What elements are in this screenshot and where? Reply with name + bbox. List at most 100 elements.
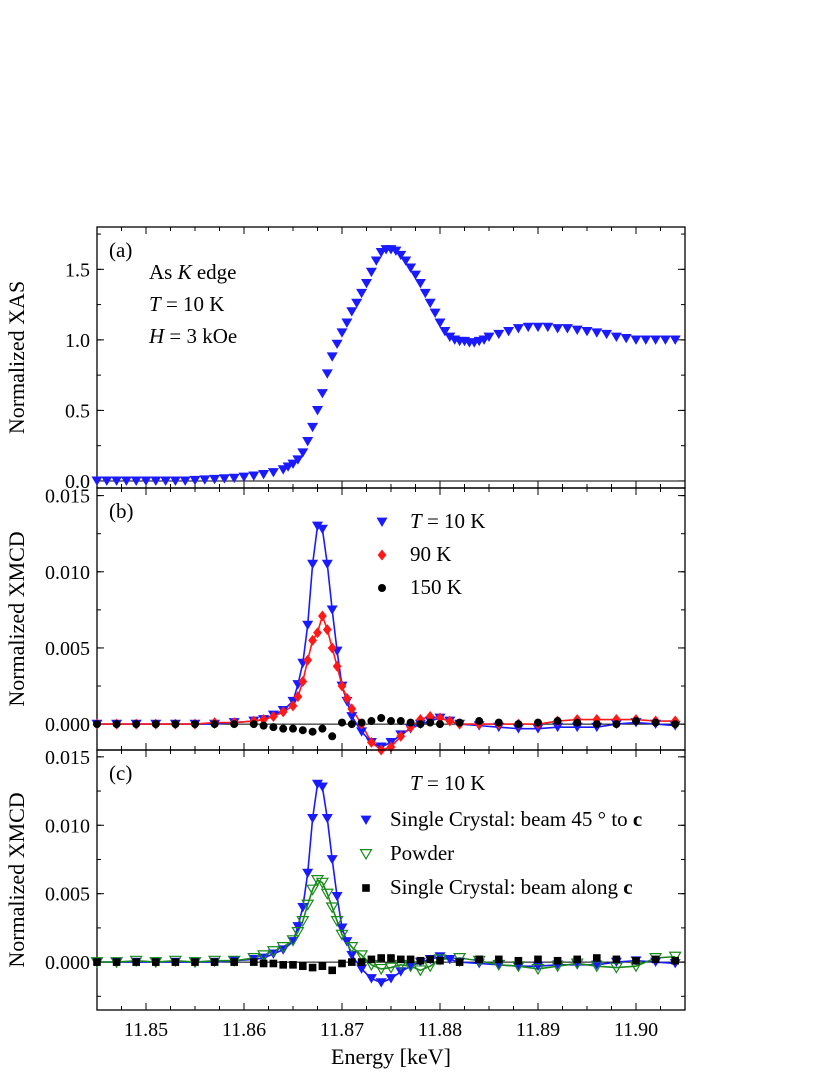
data-point (357, 718, 366, 727)
annotation-edge: As K edge (149, 260, 237, 284)
data-point (386, 741, 396, 753)
data-point (410, 270, 421, 280)
data-point (298, 675, 308, 687)
data-point (312, 779, 323, 790)
data-point (179, 476, 191, 486)
data-point (312, 521, 323, 532)
data-point (406, 718, 415, 727)
data-point (130, 476, 142, 486)
data-point (316, 782, 328, 792)
data-point (328, 966, 336, 975)
data-point (632, 956, 640, 965)
legend-text-part: 90 K (410, 542, 451, 566)
data-point (326, 352, 338, 362)
data-point (306, 884, 320, 896)
data-point (374, 963, 388, 976)
series-2 (93, 714, 680, 741)
data-point (347, 703, 357, 715)
data-point (439, 327, 451, 337)
legend-label: 150 K (410, 575, 462, 599)
data-point (357, 958, 366, 966)
data-point (591, 328, 603, 338)
data-point (308, 727, 317, 736)
panel-b: 0.000 0.005 0.010 0.015 Normalized XMCD (b) T … (4, 486, 686, 756)
data-point (331, 892, 343, 902)
data-point (93, 958, 101, 966)
data-point (612, 720, 621, 729)
data-point (365, 267, 377, 278)
data-point (171, 958, 180, 966)
annotation-text: K (177, 260, 193, 284)
data-point (651, 718, 660, 727)
data-point (534, 955, 542, 964)
data-point (101, 476, 113, 486)
data-point (632, 717, 640, 726)
data-point (320, 888, 334, 900)
y-tick-label: 0.015 (45, 747, 90, 769)
annotation-text: T (149, 292, 162, 316)
data-point (228, 473, 240, 484)
data-point (297, 448, 309, 458)
y-axis-title: Normalized XMCD (4, 792, 29, 967)
data-point (151, 720, 160, 729)
data-point (209, 474, 221, 485)
data-point (426, 718, 435, 727)
data-point (592, 720, 601, 729)
data-point (269, 959, 278, 968)
legend-marker (362, 884, 370, 892)
data-point (495, 955, 503, 964)
data-point (291, 926, 305, 939)
annotation-field: H = 3 kOe (148, 324, 237, 348)
data-point (367, 736, 376, 748)
legend-label: 90 K (410, 542, 451, 566)
data-point (338, 718, 346, 727)
data-point (365, 974, 377, 984)
data-point (375, 978, 387, 988)
data-point (669, 335, 681, 345)
data-point (112, 720, 121, 729)
data-point (444, 332, 456, 342)
data-point (318, 962, 327, 971)
data-point (293, 691, 303, 703)
data-point (288, 700, 298, 712)
data-point (191, 720, 199, 729)
plot-root: 0.0 0.5 1.0 1.5 Normalized XAS (a) As K edge T … (4, 226, 686, 1069)
data-point (426, 955, 434, 964)
data-point (248, 471, 260, 481)
data-point (436, 720, 444, 729)
annotation-text: = 10 K (161, 292, 225, 316)
data-point (591, 960, 603, 970)
data-point (377, 714, 386, 723)
data-point (342, 692, 352, 704)
legend-text-part: c (633, 807, 642, 831)
legend-text-part: ° (598, 807, 606, 831)
data-point (266, 946, 280, 958)
data-point (307, 559, 319, 570)
data-point (419, 288, 431, 299)
annotation-text: H (148, 324, 166, 348)
legend-label: Single Crystal: beam 45 ° to c (390, 807, 642, 831)
data-point (347, 720, 356, 729)
data-point (534, 718, 542, 727)
data-point (336, 328, 348, 338)
data-point (346, 307, 358, 317)
x-tick-label: 11.88 (418, 1019, 462, 1041)
panel-letter: (c) (109, 761, 132, 785)
data-point (346, 950, 358, 961)
data-point (318, 610, 327, 622)
data-point (93, 720, 101, 729)
data-point (316, 524, 328, 535)
data-point (152, 958, 160, 966)
data-point (112, 958, 121, 966)
data-point (522, 322, 534, 333)
series-2 (93, 954, 679, 975)
data-point (330, 916, 344, 928)
legend-label: Powder (390, 841, 454, 865)
y-tick-label: 0.000 (45, 952, 90, 974)
series-0 (91, 245, 681, 486)
data-point (301, 899, 315, 911)
data-point (416, 720, 425, 729)
data-point (326, 605, 338, 615)
fit-line-series-1 (97, 878, 676, 972)
